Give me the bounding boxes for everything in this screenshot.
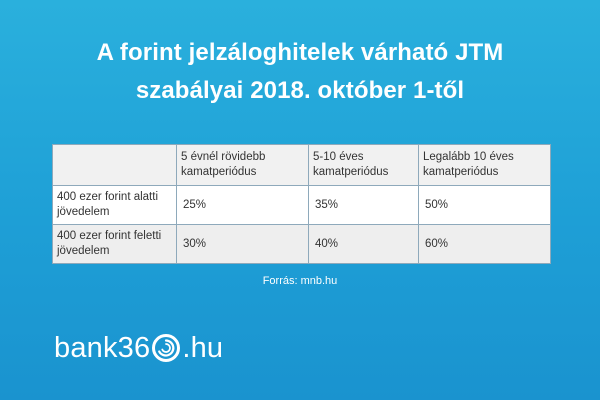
header-cell: Legalább 10 éves kamatperiódus [418, 144, 551, 186]
title-line-2: szabályai 2018. október 1-től [135, 77, 465, 104]
row-label: 400 ezer forint alatti jövedelem [52, 185, 177, 225]
table-cell: 40% [308, 224, 419, 264]
table-cell: 50% [418, 185, 551, 225]
table-cell: 60% [418, 224, 551, 264]
source-note: Forrás: mnb.hu [262, 275, 338, 287]
header-cell-empty [52, 144, 177, 186]
table-cell: 30% [176, 224, 309, 264]
table-row: 400 ezer forint alatti jövedelem 25% 35%… [52, 185, 551, 225]
header-cell: 5 évnél rövidebb kamatperiódus [176, 144, 309, 186]
table-row: 400 ezer forint feletti jövedelem 30% 40… [52, 224, 551, 264]
jtm-table: 5 évnél rövidebb kamatperiódus 5-10 éves… [52, 144, 551, 264]
row-label: 400 ezer forint feletti jövedelem [52, 224, 177, 264]
logo-text-after: .hu [182, 331, 224, 364]
table-header-row: 5 évnél rövidebb kamatperiódus 5-10 éves… [52, 144, 551, 186]
header-cell: 5-10 éves kamatperiódus [308, 144, 419, 186]
table-cell: 35% [308, 185, 419, 225]
title-line-1: A forint jelzáloghitelek várható JTM [96, 39, 504, 66]
logo-text-before: bank36 [54, 331, 151, 364]
table-cell: 25% [176, 185, 309, 225]
circular-swirl-icon [151, 333, 181, 363]
page-title: A forint jelzáloghitelek várható JTM sza… [0, 34, 600, 110]
bank360-logo: bank36 .hu [54, 328, 223, 368]
